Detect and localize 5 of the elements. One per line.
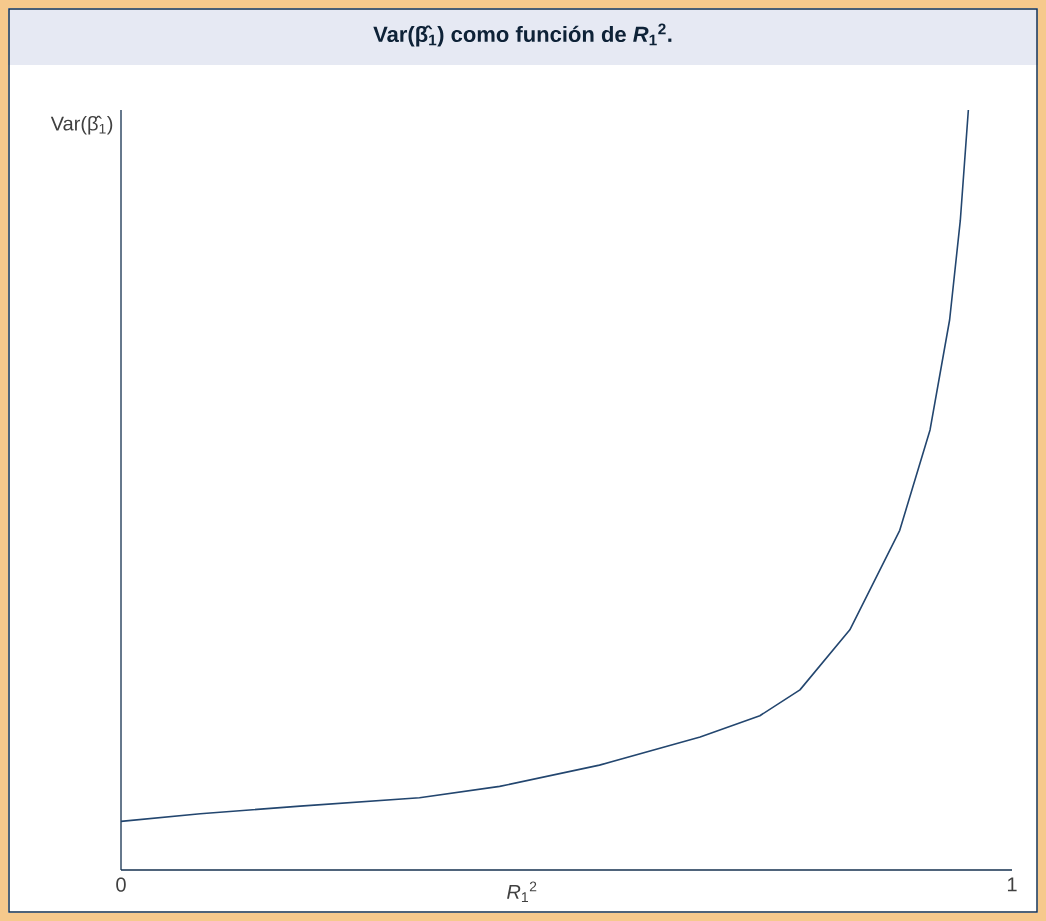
y-axis-title: Var(β̂$_{1}$)	[50, 115, 113, 135]
chart-title: Var(β̂$_{1}$) como función de R$_{1}$$^{2}$.	[373, 23, 672, 47]
x-axis-title: R$_{1}$2	[507, 881, 537, 902]
x-tick-label: 0	[116, 877, 126, 892]
x-tick-label: 1	[1007, 877, 1017, 892]
